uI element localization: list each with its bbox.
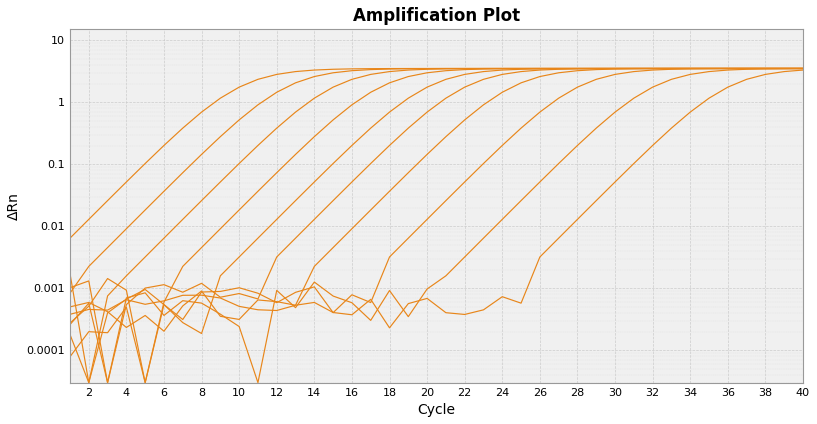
Y-axis label: ΔRn: ΔRn — [7, 192, 21, 220]
X-axis label: Cycle: Cycle — [417, 403, 456, 417]
Title: Amplification Plot: Amplification Plot — [353, 7, 520, 25]
